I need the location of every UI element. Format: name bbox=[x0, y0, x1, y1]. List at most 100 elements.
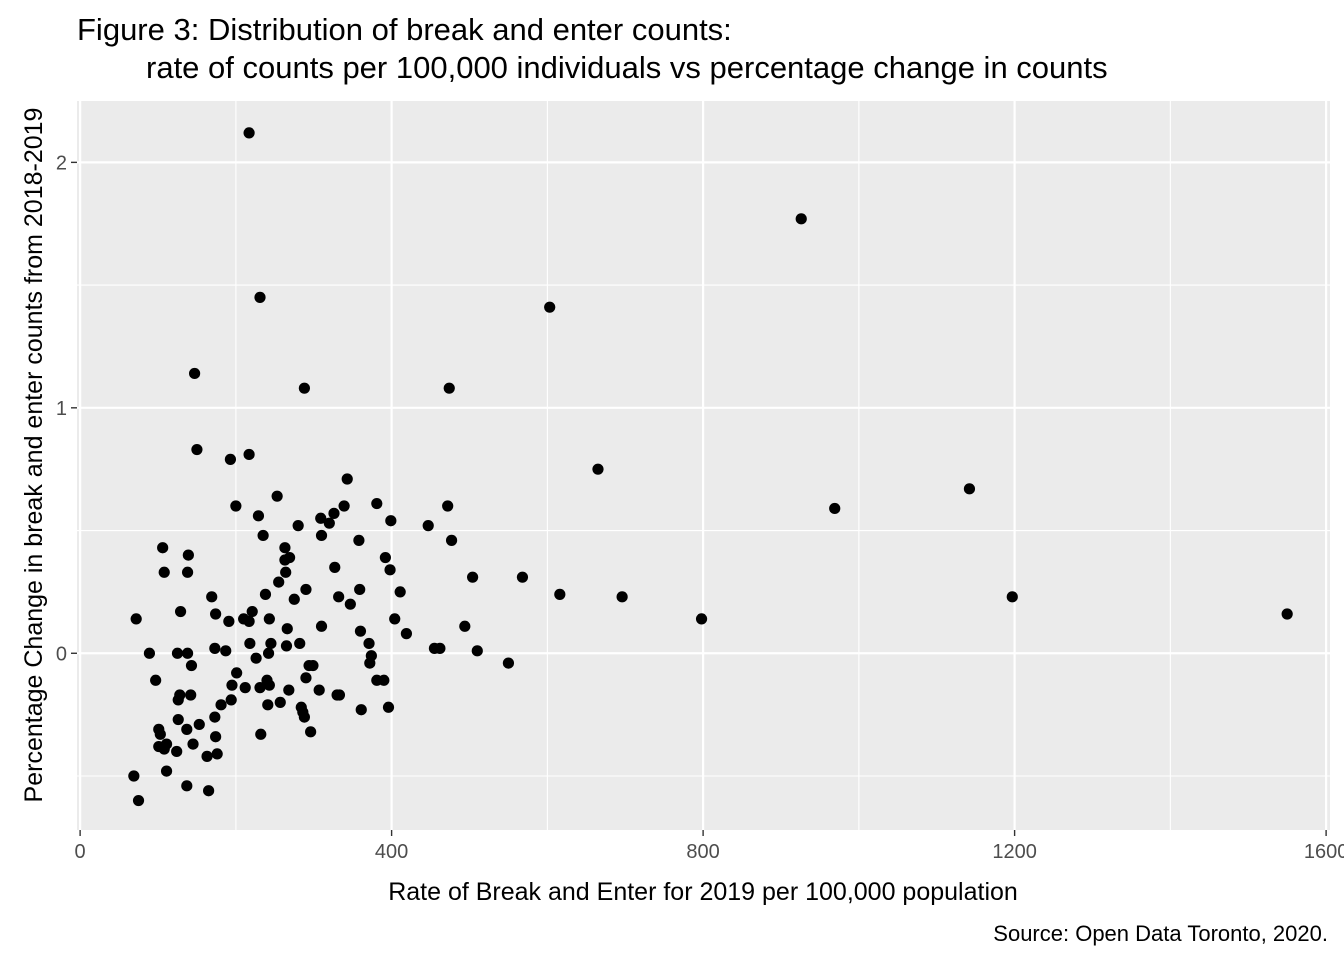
chart-title-line-1: Figure 3: Distribution of break and ente… bbox=[77, 12, 732, 47]
y-tick-label: 0 bbox=[56, 643, 67, 665]
x-tick-label: 400 bbox=[375, 841, 408, 863]
data-point bbox=[616, 591, 628, 603]
data-point bbox=[185, 659, 198, 672]
y-tick-label: 1 bbox=[56, 398, 67, 420]
data-point bbox=[259, 588, 272, 600]
data-point bbox=[323, 517, 335, 529]
data-point bbox=[181, 566, 194, 578]
data-point bbox=[231, 667, 243, 679]
data-point bbox=[382, 701, 395, 713]
data-point bbox=[363, 637, 375, 650]
data-point bbox=[394, 586, 406, 598]
major-gridlines bbox=[77, 101, 1330, 830]
y-tick-label: 2 bbox=[56, 152, 67, 174]
data-point bbox=[283, 551, 296, 564]
data-point bbox=[265, 637, 277, 650]
data-point bbox=[181, 780, 193, 792]
data-point bbox=[172, 713, 184, 726]
data-point bbox=[257, 529, 269, 542]
data-point bbox=[254, 291, 266, 303]
data-point bbox=[502, 657, 515, 669]
data-point bbox=[210, 731, 222, 743]
data-point bbox=[154, 728, 166, 740]
data-point bbox=[226, 679, 238, 691]
data-point bbox=[181, 647, 194, 659]
data-point bbox=[157, 542, 169, 554]
data-point bbox=[262, 699, 274, 711]
data-point bbox=[459, 620, 471, 632]
data-point bbox=[829, 502, 841, 515]
data-point bbox=[300, 583, 312, 596]
data-point bbox=[263, 679, 275, 691]
data-point bbox=[445, 534, 458, 546]
data-point bbox=[185, 689, 197, 701]
data-point bbox=[158, 566, 170, 578]
data-point bbox=[443, 382, 455, 394]
data-point bbox=[193, 718, 205, 731]
x-axis-tick-labels: 0 400 800 1200 1600 bbox=[75, 841, 1344, 863]
data-point bbox=[262, 647, 275, 659]
data-point bbox=[378, 674, 390, 686]
data-point bbox=[471, 645, 483, 657]
data-point bbox=[353, 534, 365, 546]
data-point bbox=[963, 483, 976, 495]
data-points bbox=[128, 127, 1293, 807]
data-point bbox=[554, 588, 566, 600]
data-point bbox=[795, 213, 807, 225]
data-point bbox=[384, 564, 396, 576]
data-point bbox=[271, 490, 283, 502]
data-point bbox=[467, 571, 479, 583]
data-point bbox=[209, 711, 221, 723]
data-point bbox=[188, 367, 201, 380]
data-point bbox=[191, 443, 203, 456]
data-point bbox=[333, 689, 346, 701]
data-point bbox=[263, 613, 275, 625]
x-tick-label: 0 bbox=[75, 841, 86, 863]
data-point bbox=[354, 583, 366, 596]
data-point bbox=[592, 463, 604, 475]
data-point bbox=[313, 684, 325, 696]
data-point bbox=[174, 689, 186, 701]
data-point bbox=[223, 615, 235, 627]
data-point bbox=[254, 682, 266, 694]
data-point bbox=[182, 549, 194, 561]
data-point bbox=[243, 615, 255, 627]
data-point bbox=[280, 640, 293, 652]
data-point bbox=[160, 738, 173, 750]
y-axis-tick-labels: 0 1 2 bbox=[56, 152, 67, 665]
data-point bbox=[434, 642, 446, 654]
data-point bbox=[281, 623, 293, 635]
data-point bbox=[211, 748, 223, 760]
data-point bbox=[544, 301, 556, 313]
data-point bbox=[215, 699, 227, 711]
data-point bbox=[150, 674, 162, 686]
data-point bbox=[385, 515, 397, 527]
x-axis-title: Rate of Break and Enter for 2019 per 100… bbox=[388, 878, 1018, 906]
data-point bbox=[389, 613, 401, 625]
data-point bbox=[341, 473, 353, 485]
data-point bbox=[305, 726, 317, 738]
data-point bbox=[328, 507, 340, 519]
data-point bbox=[274, 696, 286, 708]
data-point bbox=[201, 750, 213, 762]
data-point bbox=[171, 647, 184, 659]
data-point bbox=[516, 571, 529, 583]
data-point bbox=[333, 591, 345, 603]
data-point bbox=[298, 382, 310, 394]
data-point bbox=[206, 591, 218, 603]
data-point bbox=[246, 605, 258, 618]
data-point bbox=[371, 497, 383, 510]
data-point bbox=[203, 785, 215, 797]
data-point bbox=[244, 637, 256, 650]
data-point bbox=[338, 500, 350, 512]
data-point bbox=[288, 593, 300, 605]
data-point bbox=[364, 657, 376, 669]
data-point bbox=[344, 598, 356, 610]
data-point bbox=[225, 694, 237, 706]
data-point bbox=[315, 529, 328, 542]
data-point bbox=[1281, 608, 1293, 620]
data-point bbox=[220, 645, 232, 657]
x-tick-label: 1600 bbox=[1304, 841, 1344, 863]
data-point bbox=[255, 728, 267, 740]
data-point bbox=[400, 628, 413, 640]
